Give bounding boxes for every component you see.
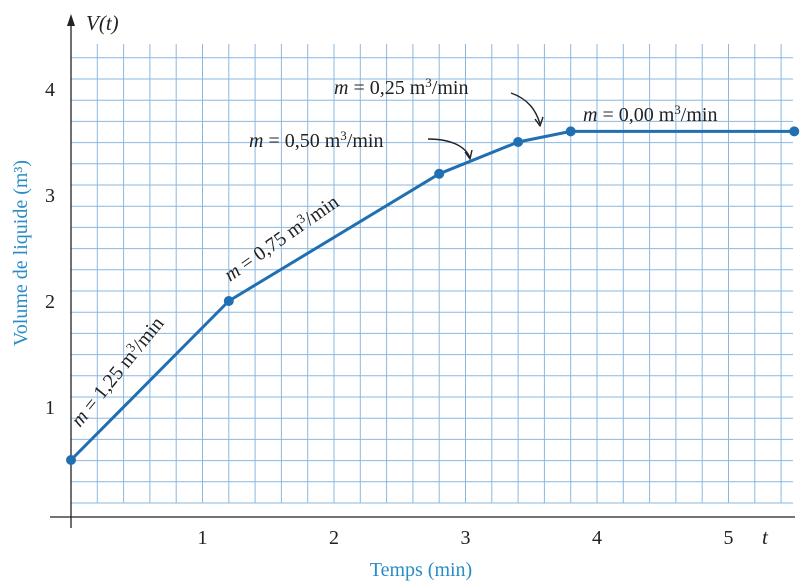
arrow-slope-3-head [464,149,473,160]
x-tick-label: 1 [198,527,208,549]
data-point [434,168,445,179]
y-variable-label: V(t) [86,11,119,35]
annotation-slope-5: m = 0,00 m3/min [583,102,717,126]
grid [71,44,793,504]
x-tick-label: 2 [329,527,339,549]
arrow-slope-4 [510,92,541,125]
data-point [789,126,800,137]
y-tick-label: 2 [45,291,55,313]
series [66,126,800,465]
x-tick-label: 5 [724,527,734,549]
arrow-slope-4-head [534,116,544,127]
arrow-slope-3 [427,138,471,159]
data-point [513,137,524,147]
y-tick-label: 3 [45,185,55,207]
y-axis-arrow [67,14,75,26]
series-line [69,129,795,462]
y-tick-label: 1 [45,397,55,419]
data-point [223,296,234,306]
x-variable-label: t [762,525,769,549]
annotation-slope-4: m = 0,25 m3/min [334,75,468,99]
data-point [565,126,576,137]
annotation-slope-3: m = 0,50 m3/min [249,128,383,152]
data-point [66,455,76,465]
axes [50,14,795,528]
x-axis-title: Temps (min) [370,559,472,581]
y-tick-label: 4 [45,79,55,101]
x-tick-label: 3 [461,527,471,549]
y-axis-title: Volume de liquide (m³) [10,160,32,346]
x-tick-label: 4 [592,527,602,549]
tick-labels: 1 2 3 4 5 1 2 3 4 [45,79,734,549]
callout-arrows [427,92,544,160]
